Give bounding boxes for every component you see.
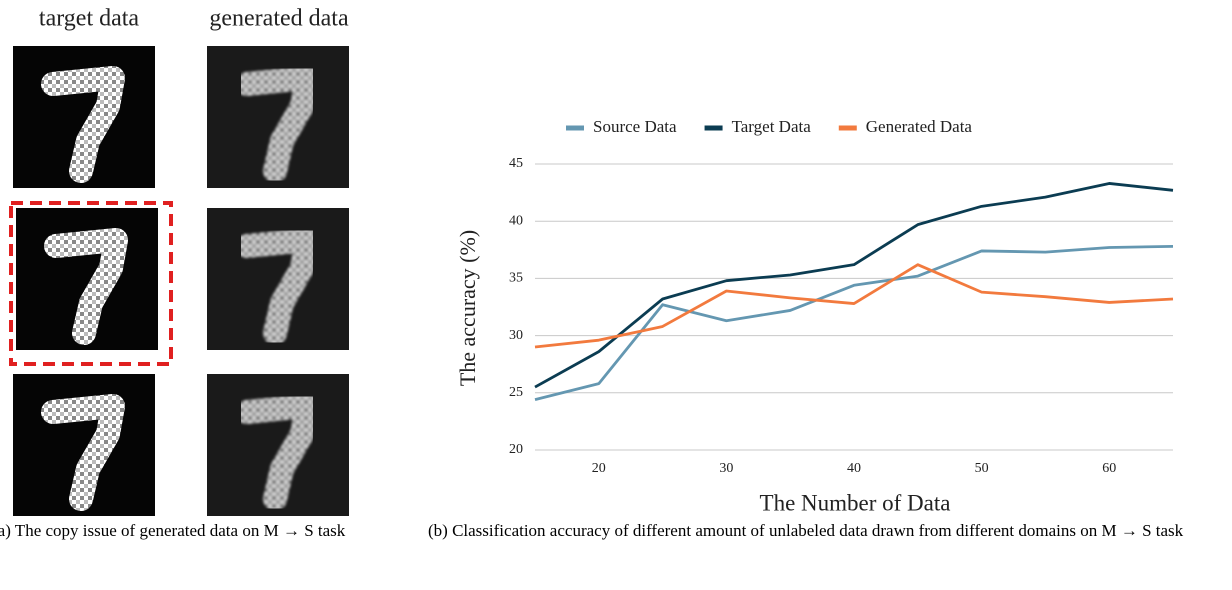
x-tick-label: 50: [975, 461, 989, 476]
y-tick-label: 45: [509, 156, 523, 171]
x-tick-label: 30: [719, 461, 733, 476]
y-axis-label: The accuracy (%): [455, 230, 480, 386]
data-line: [535, 265, 1173, 347]
caption: (b) Classification accuracy of different…: [428, 520, 1228, 541]
legend-label: Target Data: [732, 117, 812, 136]
legend-label: Generated Data: [866, 117, 973, 136]
caption: (a) The copy issue of generated data on …: [0, 520, 406, 541]
digit-images: [13, 46, 349, 516]
legend-label: Source Data: [593, 117, 677, 136]
y-tick-label: 30: [509, 328, 523, 343]
x-tick-label: 20: [592, 461, 606, 476]
x-tick-label: 40: [847, 461, 861, 476]
y-tick-label: 40: [509, 213, 523, 228]
page: target data generated data The accuracy …: [0, 0, 1232, 590]
x-tick-label: 60: [1102, 461, 1116, 476]
y-tick-label: 35: [509, 271, 523, 286]
y-tick-label: 25: [509, 385, 523, 400]
y-tick-label: 20: [509, 442, 523, 457]
x-axis-label: The Number of Data: [760, 490, 951, 515]
data-line: [535, 246, 1173, 399]
column-title: target data: [39, 6, 140, 32]
column-title: generated data: [209, 6, 349, 32]
figure: target data generated data The accuracy …: [0, 0, 1232, 590]
